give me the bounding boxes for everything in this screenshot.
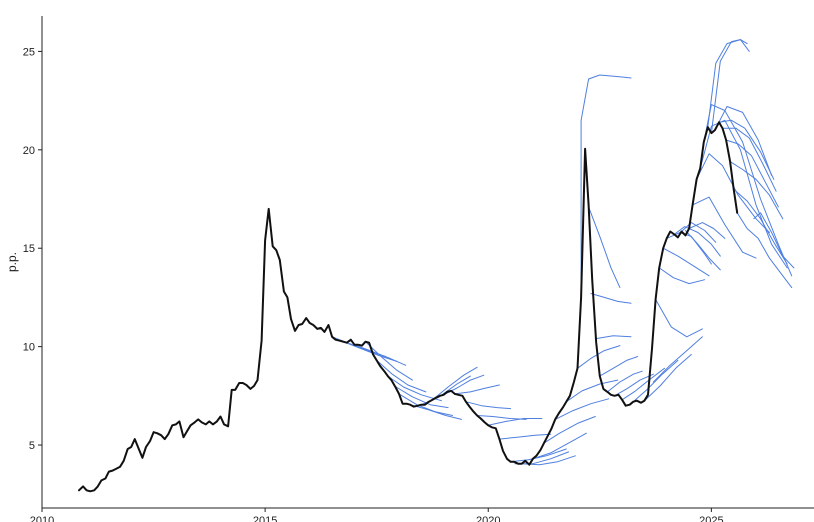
- forecast-line: [394, 385, 449, 409]
- forecast-line: [707, 39, 750, 128]
- forecast-line: [725, 139, 779, 208]
- forecast-line: [432, 366, 478, 401]
- forecast-line: [688, 222, 726, 239]
- forecast-line: [673, 226, 721, 257]
- y-tick-label: 20: [23, 145, 35, 157]
- forecast-line: [692, 196, 757, 259]
- forecast-line: [590, 293, 632, 304]
- forecast-line: [722, 127, 777, 192]
- forecast-line: [662, 247, 710, 277]
- y-tick-label: 25: [23, 46, 35, 58]
- forecast-line: [342, 341, 398, 362]
- forecast-line: [681, 222, 717, 243]
- forecast-line: [658, 267, 706, 285]
- forecast-line: [376, 359, 427, 393]
- forecast-line: [632, 359, 679, 403]
- forecast-line: [714, 106, 773, 176]
- forecast-line: [365, 341, 413, 381]
- y-tick-label: 10: [23, 342, 35, 354]
- forecast-line: [733, 188, 788, 265]
- forecast-line: [718, 119, 775, 180]
- forecast-line: [685, 230, 721, 271]
- forecast-line: [580, 74, 632, 298]
- forecast-line: [554, 398, 610, 420]
- forecast-line: [736, 212, 793, 289]
- forecast-line: [588, 206, 621, 289]
- x-tick-label: 2020: [476, 515, 500, 522]
- y-tick-label: 5: [29, 440, 35, 452]
- forecast-line: [594, 335, 632, 340]
- y-axis-title: p.p.: [5, 252, 19, 272]
- x-tick-label: 2015: [253, 515, 277, 522]
- forecast-line: [454, 384, 500, 395]
- forecast-line: [696, 153, 770, 233]
- x-tick-label: 2025: [699, 515, 723, 522]
- forecast-line: [543, 416, 596, 444]
- forecast-line: [621, 367, 665, 401]
- forecast-line: [655, 298, 703, 338]
- forecast-line: [353, 344, 407, 366]
- forecast-line: [614, 373, 654, 397]
- forecast-line: [753, 212, 795, 269]
- forecast-line: [666, 232, 712, 265]
- forecast-line: [498, 433, 552, 440]
- forecast-line: [510, 448, 567, 463]
- forecast-line: [532, 432, 587, 460]
- y-tick-label: 15: [23, 243, 35, 255]
- axes: p.p.: [5, 16, 814, 509]
- forecast-line: [476, 415, 527, 420]
- forecast-line: [729, 161, 784, 220]
- forecast-line: [465, 401, 512, 410]
- forecast-line: [703, 104, 793, 277]
- forecast-line: [487, 418, 543, 426]
- actual-series-layer: [78, 121, 739, 493]
- forecast-line: [387, 375, 442, 402]
- forecast-line: [599, 356, 639, 377]
- forecast-line: [606, 370, 643, 393]
- forecast-line: [565, 379, 619, 403]
- forecast-line: [652, 336, 703, 383]
- forecast-line: [409, 404, 462, 420]
- x-tick-label: 2010: [30, 515, 54, 522]
- actual-series-line: [78, 121, 739, 493]
- forecast-line: [398, 393, 453, 416]
- forecast-line: [710, 39, 748, 134]
- forecast-line: [420, 375, 471, 406]
- forecast-line: [699, 119, 788, 269]
- forecast-line: [643, 354, 692, 402]
